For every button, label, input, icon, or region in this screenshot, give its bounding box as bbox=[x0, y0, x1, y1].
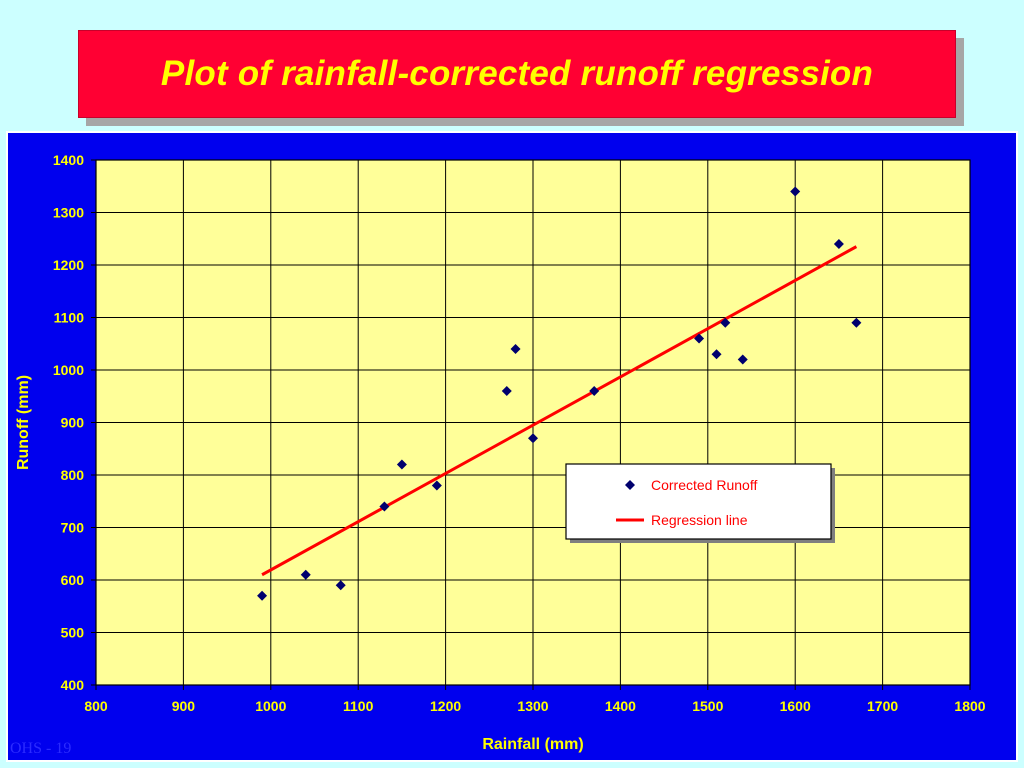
scatter-chart: 800 900 1000 1100 1200 1300 1400 1500 1600 1700 18… bbox=[15, 152, 986, 753]
data-point bbox=[396, 459, 407, 470]
data-point bbox=[711, 349, 722, 360]
data-point bbox=[851, 317, 862, 328]
data-point bbox=[790, 186, 801, 197]
data-point bbox=[510, 344, 521, 354]
data-point bbox=[300, 569, 311, 580]
legend-label-regression-line: Regression line bbox=[651, 512, 748, 528]
x-tick-label: 1300 bbox=[517, 698, 548, 714]
data-point bbox=[589, 386, 600, 396]
y-tick-label: 1200 bbox=[53, 257, 84, 273]
x-tick-label: 1600 bbox=[780, 698, 811, 714]
y-tick-label: 900 bbox=[61, 415, 85, 431]
data-point bbox=[379, 501, 390, 512]
x-tick-label: 1000 bbox=[255, 698, 286, 714]
y-tick-label: 1100 bbox=[54, 310, 85, 326]
y-tick-label: 500 bbox=[61, 625, 85, 641]
y-tick-label: 600 bbox=[61, 572, 85, 588]
y-tick-label: 800 bbox=[61, 467, 85, 483]
x-tick-label: 900 bbox=[172, 698, 196, 714]
legend bbox=[565, 463, 832, 540]
legend-marker-diamond bbox=[625, 480, 635, 490]
x-tick-label: 1800 bbox=[954, 698, 985, 714]
x-axis-label: Rainfall (mm) bbox=[482, 736, 583, 753]
slide-footer: OHS - 19 bbox=[10, 740, 72, 757]
data-point bbox=[528, 433, 538, 444]
y-tick-label: 1300 bbox=[53, 205, 84, 221]
x-tick-label: 1700 bbox=[867, 698, 898, 714]
title-box: Plot of rainfall-corrected runoff regres… bbox=[78, 30, 956, 118]
data-point bbox=[720, 317, 731, 328]
data-point bbox=[431, 480, 442, 491]
x-tick-label: 1500 bbox=[692, 698, 723, 714]
slide-title: Plot of rainfall-corrected runoff regres… bbox=[160, 54, 874, 93]
regression-line bbox=[261, 245, 858, 577]
data-point bbox=[501, 386, 512, 396]
y-tick-label: 1400 bbox=[53, 152, 84, 168]
y-tick-label: 700 bbox=[61, 520, 85, 536]
x-tick-label: 1100 bbox=[343, 698, 374, 714]
y-axis-label: Runoff (mm) bbox=[15, 375, 32, 470]
data-point bbox=[737, 354, 748, 365]
data-point bbox=[694, 333, 705, 344]
data-point bbox=[257, 590, 268, 601]
data-point bbox=[335, 580, 346, 591]
legend-label-corrected-runoff: Corrected Runoff bbox=[651, 477, 757, 493]
x-tick-label: 1400 bbox=[605, 698, 636, 714]
x-tick-label: 1200 bbox=[430, 698, 461, 714]
chart-frame: 800 900 1000 1100 1200 1300 1400 1500 1600 1700 18… bbox=[6, 131, 1018, 762]
y-tick-label: 1000 bbox=[53, 362, 84, 378]
y-tick-label: 400 bbox=[61, 677, 85, 693]
data-point bbox=[833, 239, 844, 249]
x-tick-label: 800 bbox=[84, 698, 108, 714]
